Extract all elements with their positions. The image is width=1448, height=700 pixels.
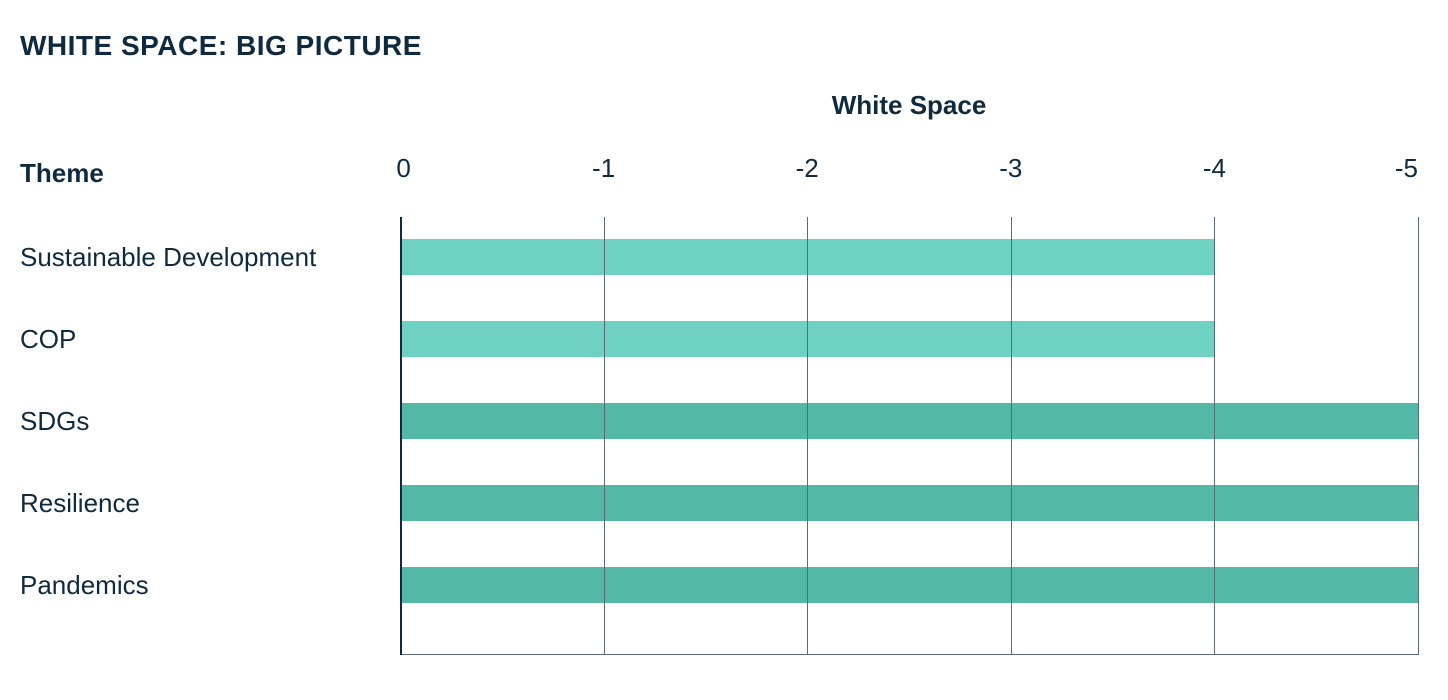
bars-layer <box>400 217 1418 655</box>
bar <box>400 485 1418 521</box>
category-label: Sustainable Development <box>20 239 316 275</box>
x-tick-label: -1 <box>592 153 615 184</box>
y-axis-baseline <box>400 217 402 655</box>
theme-column-header: Theme <box>20 158 400 189</box>
chart-container: White Space Theme 0 -1 -2 -3 -4 -5 Sustainabl… <box>20 90 1418 655</box>
category-label: SDGs <box>20 403 89 439</box>
category-label: Resilience <box>20 485 140 521</box>
gridline <box>807 217 808 655</box>
chart-title: White Space <box>400 90 1418 121</box>
chart-header-row: Theme 0 -1 -2 -3 -4 -5 <box>20 153 1418 193</box>
plot-area <box>400 217 1418 655</box>
x-tick-label: -5 <box>1395 153 1418 184</box>
x-axis-line <box>400 654 1418 655</box>
x-axis-labels: 0-1-2-3-4-5 <box>400 153 1418 193</box>
gridline <box>1418 217 1419 655</box>
bar <box>400 403 1418 439</box>
chart-plot-row: Sustainable Development COP SDGs Resilience… <box>20 217 1418 655</box>
category-labels-column: Sustainable Development COP SDGs Resilience… <box>20 217 400 655</box>
x-tick-label: -4 <box>1203 153 1226 184</box>
gridline <box>1011 217 1012 655</box>
x-tick-label: 0 <box>396 153 410 184</box>
gridline <box>604 217 605 655</box>
category-label: COP <box>20 321 76 357</box>
x-tick-label: -2 <box>796 153 819 184</box>
category-label: Pandemics <box>20 567 149 603</box>
page-title: WHITE SPACE: BIG PICTURE <box>20 30 1418 62</box>
gridline <box>1214 217 1215 655</box>
x-tick-label: -3 <box>999 153 1022 184</box>
bar <box>400 567 1418 603</box>
